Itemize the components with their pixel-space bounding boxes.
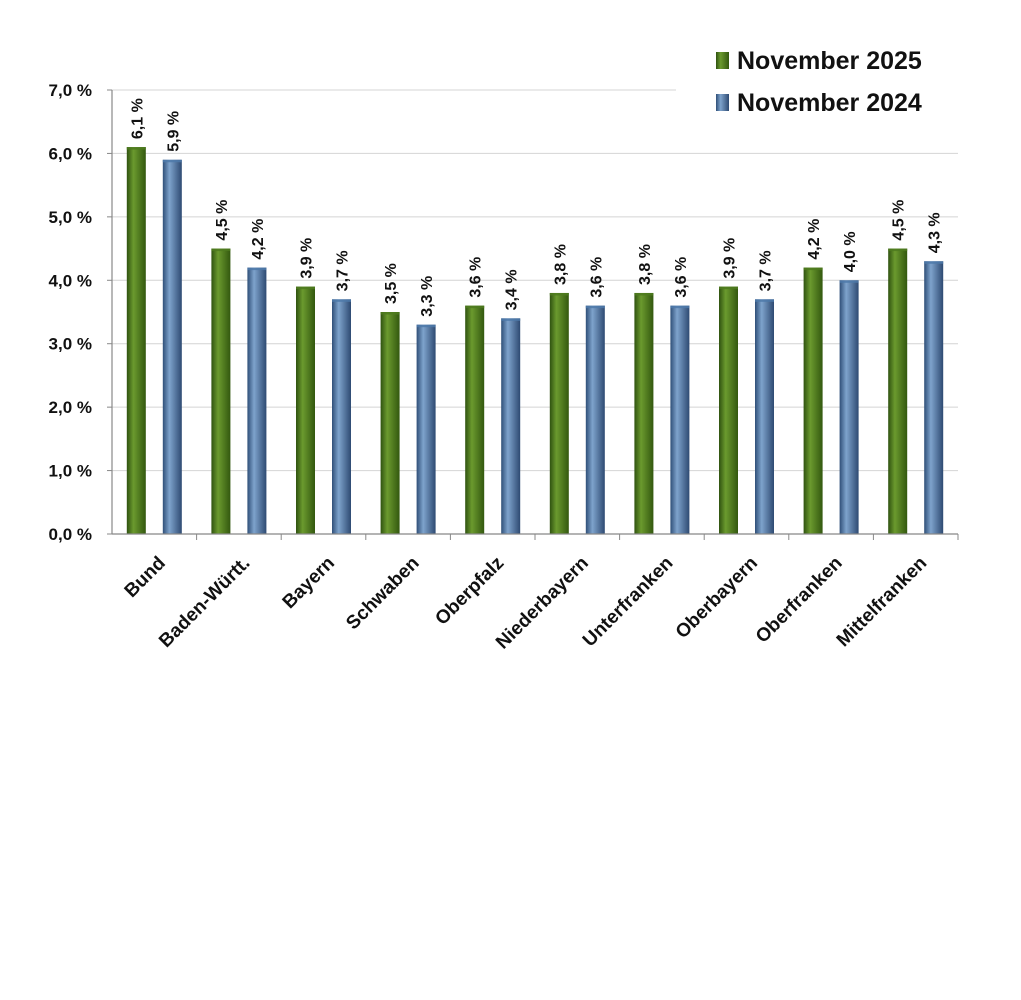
- data-labels: 6,1 % 5,9 % 4,5 % 4,2 % 3,9 % 3,7 % 3,5 % 3,3 %…: [129, 98, 943, 317]
- bar-top-cap: [126, 147, 146, 150]
- legend-swatch: [716, 94, 729, 111]
- x-tick-label: Oberbayern: [672, 553, 762, 643]
- bar-top-cap: [839, 280, 859, 283]
- bars: [126, 147, 944, 535]
- bar-nov-2024: [162, 159, 182, 534]
- bar-nov-2024: [924, 261, 944, 534]
- bar-top-cap: [380, 312, 400, 315]
- x-tick-label: Baden-Württ.: [155, 553, 254, 652]
- bar-top-cap: [924, 261, 944, 264]
- bar-top-cap: [501, 318, 521, 321]
- bar-nov-2024: [755, 299, 774, 534]
- bar-top-cap: [585, 305, 605, 309]
- bar-top-cap: [670, 305, 690, 309]
- bar-top-cap: [416, 324, 436, 328]
- y-tick-label: 5,0 %: [49, 208, 92, 227]
- data-label: 3,7 %: [758, 250, 775, 291]
- data-label: 3,6 %: [673, 257, 690, 298]
- data-label: 4,0 %: [842, 231, 859, 272]
- bar-nov-2025: [803, 267, 823, 534]
- bar-nov-2024: [247, 267, 267, 534]
- bar-nov-2024: [501, 318, 521, 534]
- legend-label: November 2025: [737, 47, 922, 75]
- bar-top-cap: [888, 248, 908, 252]
- y-tick-label: 2,0 %: [49, 398, 92, 417]
- x-tick-label: Mittelfranken: [833, 553, 931, 651]
- data-label: 3,6 %: [588, 257, 605, 298]
- bar-top-cap: [296, 286, 315, 290]
- data-label: 5,9 %: [165, 111, 182, 152]
- y-tick-label: 1,0 %: [49, 462, 92, 481]
- bar-top-cap: [332, 299, 351, 302]
- bar-nov-2024: [332, 299, 351, 534]
- bar-top-cap: [247, 267, 267, 271]
- bar-nov-2025: [465, 305, 485, 534]
- y-tick-label: 3,0 %: [49, 335, 92, 354]
- x-tick-label: Schwaben: [342, 553, 423, 634]
- y-tick-label: 4,0 %: [49, 271, 92, 290]
- bar-nov-2025: [549, 292, 569, 534]
- bar-nov-2024: [416, 324, 436, 534]
- data-label: 3,9 %: [299, 238, 316, 279]
- x-tick-label: Bayern: [279, 553, 339, 613]
- bar-nov-2025: [296, 286, 315, 534]
- bar-top-cap: [549, 292, 569, 296]
- bar-nov-2025: [888, 248, 908, 535]
- y-tick-label: 7,0 %: [49, 81, 92, 100]
- legend: November 2025 November 2024: [676, 38, 976, 124]
- data-label: 3,3 %: [419, 276, 436, 317]
- x-tick-label: Bund: [121, 553, 170, 602]
- data-label: 6,1 %: [129, 98, 146, 139]
- data-label: 4,3 %: [927, 212, 944, 253]
- data-label: 4,2 %: [806, 219, 823, 260]
- y-tick-label: 0,0 %: [49, 525, 92, 544]
- legend-label: November 2024: [737, 89, 922, 117]
- data-label: 3,8 %: [637, 244, 654, 285]
- data-label: 3,7 %: [335, 250, 352, 291]
- bar-top-cap: [755, 299, 774, 302]
- legend-swatch: [716, 52, 729, 69]
- x-tick-label: Oberfranken: [752, 553, 847, 648]
- bar-nov-2024: [839, 280, 859, 534]
- bar-nov-2024: [670, 305, 690, 534]
- bar-top-cap: [803, 267, 823, 271]
- data-label: 3,6 %: [468, 257, 485, 298]
- data-label: 3,4 %: [504, 269, 521, 310]
- bar-top-cap: [719, 286, 738, 290]
- bar-nov-2025: [634, 292, 654, 534]
- y-tick-label: 6,0 %: [49, 144, 92, 163]
- x-tick-label: Oberpfalz: [431, 553, 508, 630]
- data-label: 3,9 %: [722, 238, 739, 279]
- gridlines: [112, 89, 958, 472]
- data-label: 3,8 %: [552, 244, 569, 285]
- bar-top-cap: [465, 305, 485, 309]
- data-label: 3,5 %: [383, 263, 400, 304]
- bar-nov-2025: [126, 147, 146, 535]
- bar-nov-2025: [211, 248, 231, 535]
- bar-nov-2024: [585, 305, 605, 534]
- bar-top-cap: [211, 248, 231, 252]
- bar-nov-2025: [719, 286, 738, 534]
- bar-top-cap: [162, 159, 182, 163]
- data-label: 4,5 %: [214, 200, 231, 241]
- bar-nov-2025: [380, 312, 400, 534]
- data-label: 4,5 %: [891, 200, 908, 241]
- data-label: 4,2 %: [250, 219, 267, 260]
- bar-top-cap: [634, 292, 654, 296]
- x-tick-label: Unterfranken: [579, 553, 677, 651]
